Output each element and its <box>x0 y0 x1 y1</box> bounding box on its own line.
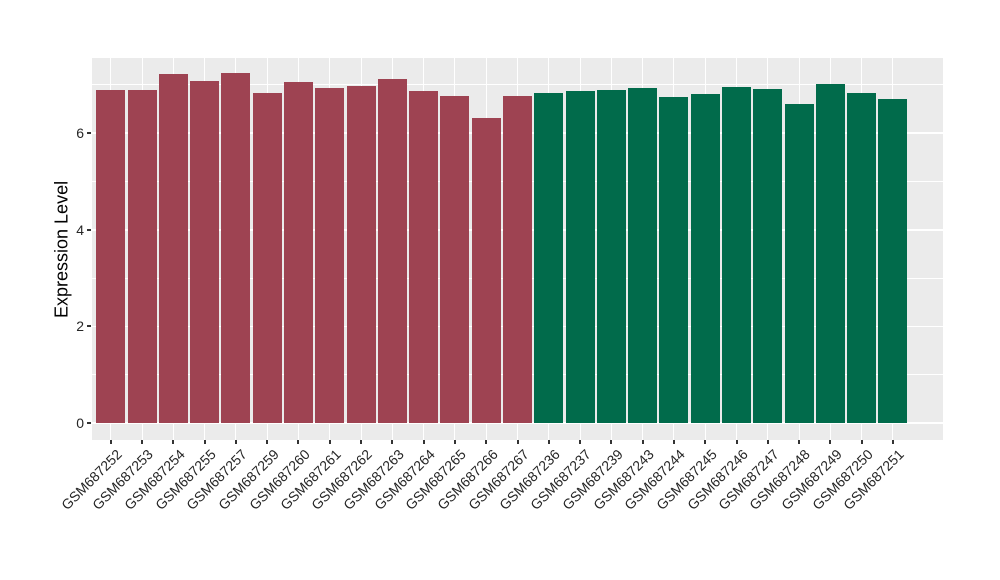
x-tick-mark <box>422 440 425 444</box>
x-tick-mark <box>453 440 456 444</box>
y-axis-title: Expression Level <box>51 180 72 318</box>
x-tick-mark <box>829 440 832 444</box>
bar-GSM687262 <box>346 85 376 423</box>
x-tick-mark <box>672 440 675 444</box>
bar-GSM687246 <box>722 87 751 423</box>
bar-GSM687236 <box>534 92 564 423</box>
x-tick-mark <box>798 440 801 444</box>
x-tick-mark <box>641 440 644 444</box>
bar-GSM687244 <box>659 96 689 423</box>
x-tick-mark <box>266 440 269 444</box>
x-tick-mark <box>579 440 582 444</box>
bar-GSM687243 <box>628 88 658 423</box>
y-tick-label: 0 <box>76 415 84 431</box>
x-tick-mark <box>516 440 519 444</box>
bar-GSM687251 <box>878 98 908 423</box>
bar-GSM687245 <box>690 94 720 423</box>
x-tick-mark <box>547 440 550 444</box>
bar-GSM687253 <box>127 89 157 423</box>
y-tick-label: 2 <box>76 318 84 335</box>
bar-GSM687254 <box>158 73 188 423</box>
y-tick-mark <box>87 132 91 135</box>
bar-GSM687261 <box>315 88 345 423</box>
bar-GSM687239 <box>596 90 626 423</box>
bar-GSM687265 <box>440 96 470 423</box>
bar-GSM687252 <box>96 89 126 423</box>
bar-GSM687257 <box>221 72 251 423</box>
bar-GSM687263 <box>377 78 407 423</box>
bar-GSM687255 <box>190 80 220 423</box>
x-tick-mark <box>610 440 613 444</box>
plot-panel <box>92 58 943 440</box>
x-tick-mark <box>203 440 206 444</box>
x-tick-mark <box>891 440 894 444</box>
bar-GSM687249 <box>815 83 845 423</box>
bar-GSM687247 <box>753 89 783 423</box>
bar-GSM687248 <box>784 104 814 423</box>
y-tick-mark <box>87 325 91 328</box>
x-tick-mark <box>766 440 769 444</box>
x-tick-mark <box>860 440 863 444</box>
x-tick-mark <box>328 440 331 444</box>
x-tick-mark <box>360 440 363 444</box>
y-tick-mark <box>87 228 91 231</box>
bar-GSM687266 <box>471 118 501 423</box>
x-tick-mark <box>735 440 738 444</box>
x-tick-mark <box>485 440 488 444</box>
y-tick-mark <box>87 422 91 424</box>
y-tick-label: 4 <box>76 221 84 238</box>
x-tick-mark <box>297 440 300 444</box>
x-tick-mark <box>109 440 112 444</box>
bar-GSM687267 <box>503 95 532 423</box>
bar-GSM687259 <box>252 92 282 423</box>
x-tick-mark <box>391 440 394 444</box>
bar-GSM687264 <box>409 90 439 423</box>
bar-GSM687237 <box>565 91 595 423</box>
x-tick-mark <box>172 440 175 444</box>
y-tick-label: 6 <box>76 125 84 142</box>
x-tick-mark <box>234 440 237 444</box>
bar-GSM687250 <box>847 92 877 423</box>
x-tick-mark <box>141 440 144 444</box>
bar-GSM687260 <box>283 82 313 423</box>
x-tick-mark <box>704 440 707 444</box>
